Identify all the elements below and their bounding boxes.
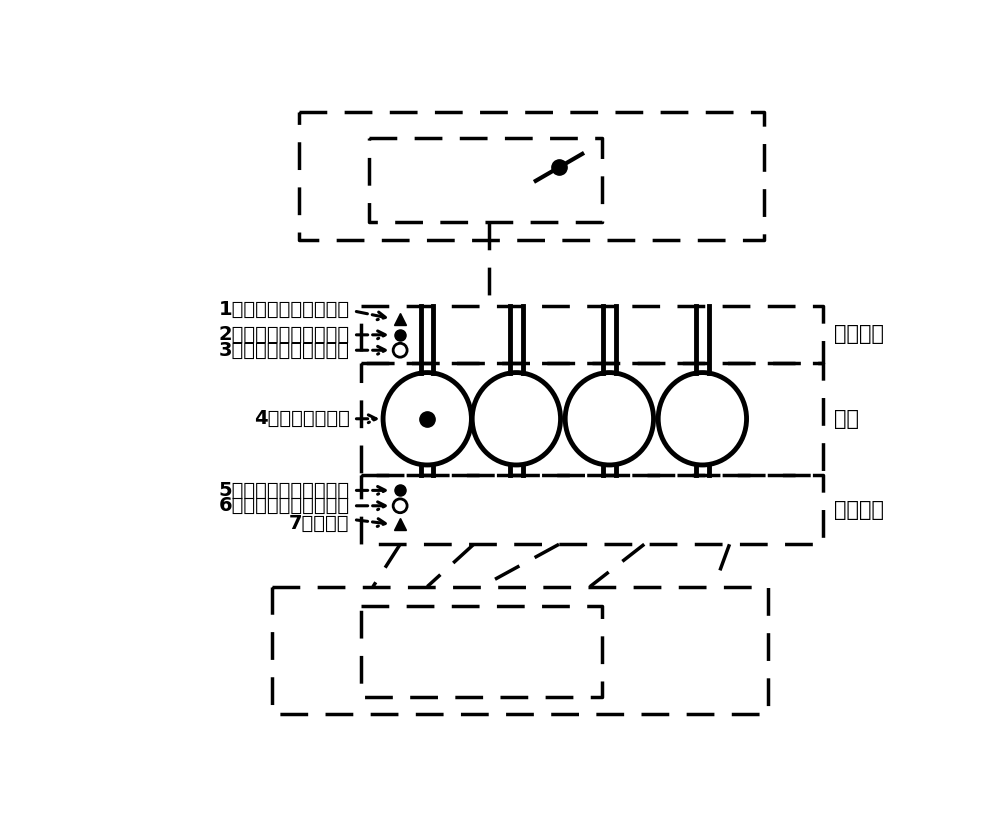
Text: 6排气侧动态温度传感器: 6排气侧动态温度传感器	[219, 497, 350, 515]
Text: 7氧传感器: 7氧传感器	[289, 514, 350, 533]
Text: 排气系统: 排气系统	[834, 500, 884, 519]
Text: 气缸: 气缸	[834, 409, 859, 429]
Text: 4动态缸压传感器: 4动态缸压传感器	[254, 409, 350, 428]
Text: 1进气凸轮轴相位传感器: 1进气凸轮轴相位传感器	[219, 300, 350, 319]
Text: 2进气侧动态压力传感器: 2进气侧动态压力传感器	[219, 326, 350, 344]
Text: 3进气侧动态温度传感器: 3进气侧动态温度传感器	[219, 341, 350, 360]
Text: 5排气侧动态压力传感器: 5排气侧动态压力传感器	[219, 481, 350, 500]
Text: 进气系统: 进气系统	[834, 324, 884, 344]
